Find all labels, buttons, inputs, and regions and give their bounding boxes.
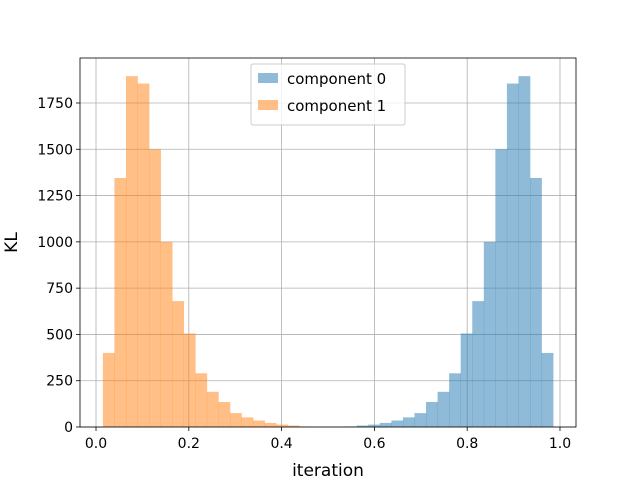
histogram-bar-component-0 (541, 352, 554, 427)
y-tick-label: 500 (46, 327, 73, 343)
legend: component 0 component 1 (250, 63, 406, 126)
x-tick-label: 0.4 (270, 436, 292, 452)
plot-frame (79, 57, 577, 428)
histogram-bar-component-0 (402, 417, 415, 427)
x-tick-label: 0.0 (85, 436, 107, 452)
y-tick-label: 1250 (37, 189, 73, 205)
histogram-bar-component-1 (183, 333, 196, 427)
histogram-bar-component-1 (218, 402, 231, 427)
histogram-bar-component-1 (160, 241, 173, 427)
histogram-bar-component-1 (253, 420, 265, 427)
histogram-bar-component-1 (149, 149, 161, 428)
histogram-bar-component-1 (125, 76, 138, 428)
histogram-bar-component-1 (287, 425, 300, 427)
histogram-bar-component-1 (276, 424, 289, 427)
x-tick-label: 0.8 (456, 436, 478, 452)
histogram-bar-component-0 (495, 149, 508, 428)
legend-label-component-0: component 0 (287, 70, 386, 88)
histogram-bar-component-0 (379, 422, 392, 427)
histogram-bar-component-0 (449, 373, 461, 427)
x-tick-label: 0.2 (178, 436, 200, 452)
y-tick-label: 1500 (37, 142, 73, 158)
histogram-bar-component-0 (472, 301, 485, 427)
histogram-bar-component-0 (368, 424, 381, 427)
y-tick-label: 0 (64, 420, 73, 436)
histogram-bar-component-1 (241, 417, 254, 427)
legend-swatch-component-0 (258, 73, 278, 83)
histogram-bar-component-0 (518, 76, 531, 428)
histogram-bar-component-1 (137, 83, 150, 428)
histogram-bar-component-0 (437, 391, 450, 427)
histogram-bar-component-0 (426, 402, 438, 427)
histogram-bars (102, 76, 554, 428)
legend-swatch-component-1 (258, 100, 278, 110)
histogram-bar-component-0 (506, 83, 519, 428)
histogram-bar-component-1 (264, 422, 277, 427)
legend-frame (250, 63, 406, 126)
x-tick-label: 1.0 (549, 436, 571, 452)
y-axis-label: KL (2, 232, 22, 253)
histogram-bar-component-1 (114, 177, 127, 427)
x-axis-label: iteration (292, 461, 364, 480)
y-tick-label: 250 (46, 374, 73, 390)
histogram-bar-component-1 (229, 413, 242, 427)
histogram-bar-component-0 (414, 413, 427, 427)
y-tick-label: 750 (46, 281, 73, 297)
y-tick-label: 1750 (37, 96, 73, 112)
histogram-bar-component-0 (530, 177, 542, 427)
histogram-bar-component-0 (483, 241, 496, 427)
histogram-bar-component-1 (172, 301, 185, 427)
histogram-bar-component-1 (102, 352, 115, 427)
legend-label-component-1: component 1 (287, 97, 386, 115)
x-tick-label: 0.6 (363, 436, 385, 452)
histogram-bar-component-0 (391, 420, 404, 427)
histogram-bar-component-1 (195, 373, 208, 427)
axis-ticks: 0.0 0.2 0.4 0.6 0.8 1.0 0 250 500 750 1000 1250 1500… (37, 96, 571, 452)
y-tick-label: 1000 (37, 235, 73, 251)
histogram-bar-component-1 (206, 391, 219, 427)
histogram-bar-component-0 (460, 333, 473, 427)
histogram-bar-component-0 (356, 425, 369, 427)
